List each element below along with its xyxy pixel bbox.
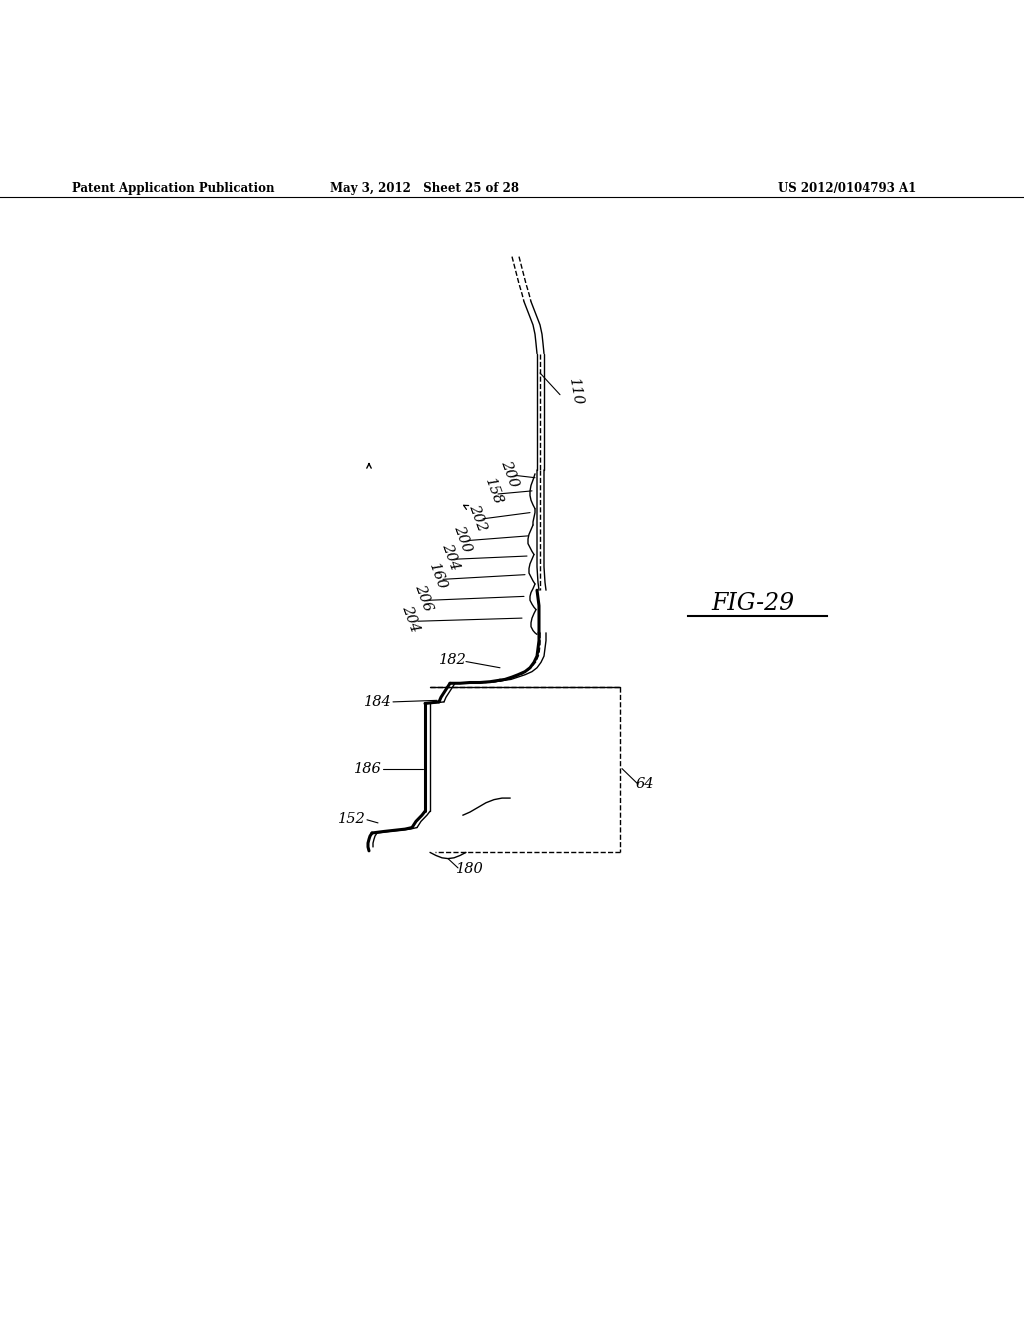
Text: 152: 152 [338,812,366,826]
Text: 204: 204 [439,541,462,573]
Text: 182: 182 [439,653,467,667]
Text: 184: 184 [365,694,392,709]
Text: Patent Application Publication: Patent Application Publication [72,182,274,195]
Text: 200: 200 [452,523,474,553]
Text: 204: 204 [399,603,422,635]
Text: 110: 110 [565,378,585,408]
Text: 186: 186 [354,762,382,776]
Text: 158: 158 [481,477,505,507]
Text: 160: 160 [426,561,449,593]
Text: 200: 200 [499,458,521,490]
Text: May 3, 2012   Sheet 25 of 28: May 3, 2012 Sheet 25 of 28 [331,182,519,195]
Text: 180: 180 [456,862,484,876]
Text: 206: 206 [413,582,435,614]
Text: 64: 64 [636,777,654,791]
Text: FIG-29: FIG-29 [712,593,795,615]
Text: US 2012/0104793 A1: US 2012/0104793 A1 [778,182,916,195]
Text: 202: 202 [467,502,489,533]
